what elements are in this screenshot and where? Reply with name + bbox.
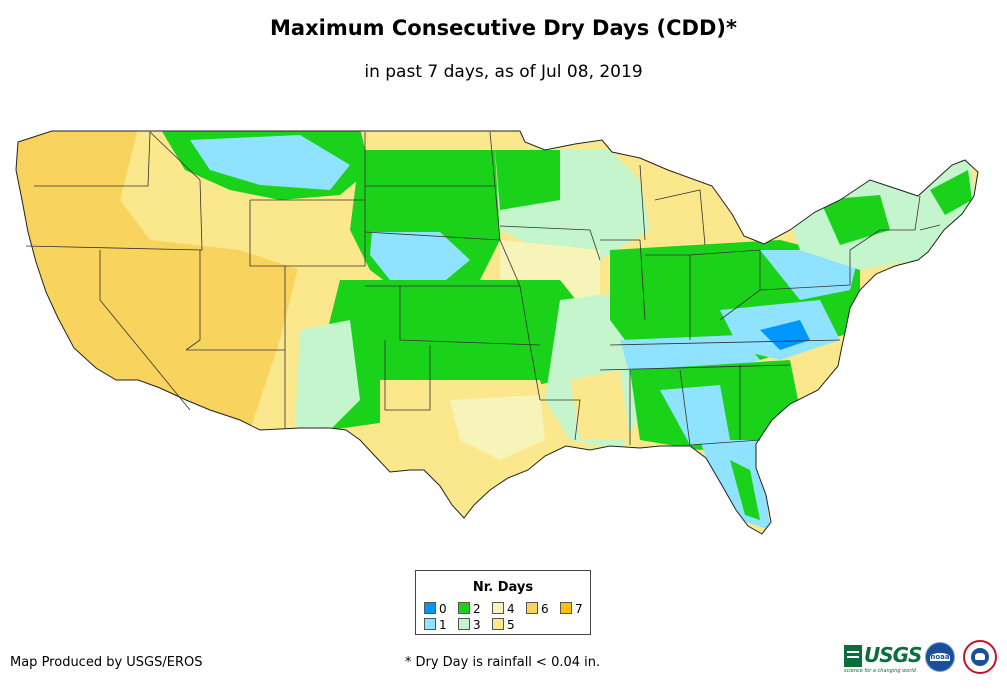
boundary-ms-al-ga bbox=[629, 365, 741, 446]
usgs-mark-icon bbox=[844, 645, 862, 667]
legend-label-3: 3 bbox=[473, 618, 481, 632]
legend-swatch-5 bbox=[492, 618, 504, 630]
boundary-ca-nv bbox=[99, 250, 191, 411]
boundary-tx-ok bbox=[384, 340, 431, 411]
legend-swatch-1 bbox=[424, 618, 436, 630]
legend-label-0: 0 bbox=[439, 602, 447, 616]
map-subtitle: in past 7 days, as of Jul 08, 2019 bbox=[364, 62, 643, 82]
legend-item-7: 7 bbox=[560, 602, 583, 616]
legend-item-3: 3 bbox=[458, 618, 481, 632]
dry-days-zones bbox=[16, 131, 978, 534]
legend-label-7: 7 bbox=[575, 602, 583, 616]
boundary-nv-ut bbox=[185, 250, 201, 351]
boundary-wa-or bbox=[34, 131, 151, 187]
boundary-mn-ia-mo bbox=[489, 131, 541, 401]
legend-item-5: 5 bbox=[492, 618, 515, 632]
boundary-ia-mn bbox=[499, 225, 601, 261]
legend-label-4: 4 bbox=[507, 602, 515, 616]
boundary-pa-ny bbox=[759, 229, 881, 291]
boundary-tn-south bbox=[599, 364, 791, 371]
boundary-oh-pa bbox=[689, 249, 761, 321]
boundary-sd-ne bbox=[364, 231, 501, 241]
zone-minnesota-2 bbox=[495, 150, 560, 210]
zone-florida-1 bbox=[700, 440, 770, 530]
nws-logo bbox=[963, 640, 997, 674]
boundary-ar-la bbox=[540, 399, 581, 441]
noaa-logo: noaa bbox=[925, 642, 955, 672]
zone-florida-2 bbox=[730, 460, 760, 520]
legend-item-2: 2 bbox=[458, 602, 481, 616]
boundary-fl bbox=[689, 439, 761, 446]
legend-swatch-2 bbox=[458, 602, 470, 614]
legend-item-0: 0 bbox=[424, 602, 447, 616]
zone-montana-1 bbox=[190, 135, 350, 190]
zone-east-texas-4 bbox=[450, 395, 545, 460]
legend-swatch-4 bbox=[492, 602, 504, 614]
dry-day-footnote: * Dry Day is rainfall < 0.04 in. bbox=[404, 655, 601, 670]
map-title: Maximum Consecutive Dry Days (CDD)* bbox=[270, 16, 737, 40]
legend: Nr. Days 0 1 2 3 4 5 6 7 bbox=[415, 570, 591, 635]
zone-maine-2 bbox=[930, 170, 972, 215]
legend-label-1: 1 bbox=[439, 618, 447, 632]
legend-swatch-6 bbox=[526, 602, 538, 614]
usgs-tagline: science for a changing world bbox=[844, 668, 916, 674]
zone-nebraska-1 bbox=[370, 232, 470, 285]
zone-newyork-2 bbox=[820, 195, 890, 245]
boundary-new-england bbox=[880, 195, 941, 231]
legend-title: Nr. Days bbox=[472, 580, 534, 595]
usgs-logo-text: USGS bbox=[864, 643, 922, 667]
boundary-ut-az-nm bbox=[249, 200, 286, 428]
zone-alabama-1 bbox=[660, 385, 730, 445]
zone-newmexico-3 bbox=[295, 320, 360, 430]
legend-item-4: 4 bbox=[492, 602, 515, 616]
state-boundaries bbox=[25, 131, 941, 446]
us-outline bbox=[15, 130, 979, 535]
legend-label-2: 2 bbox=[473, 602, 481, 616]
boundary-il-in bbox=[600, 239, 646, 321]
boundary-mt-wy-co bbox=[285, 132, 366, 267]
legend-label-6: 6 bbox=[541, 602, 549, 616]
boundary-or-id bbox=[25, 131, 203, 251]
zone-pennsylvania-1 bbox=[760, 250, 860, 300]
legend-swatch-3 bbox=[458, 618, 470, 630]
boundary-ks-ok bbox=[399, 286, 541, 346]
legend-item-6: 6 bbox=[526, 602, 549, 616]
noaa-logo-text: noaa bbox=[930, 653, 950, 661]
legend-label-5: 5 bbox=[507, 618, 515, 632]
usgs-logo: USGS science for a changing world bbox=[844, 643, 922, 674]
map-credit: Map Produced by USGS/EROS bbox=[10, 655, 203, 670]
boundary-michigan bbox=[639, 164, 706, 246]
zone-louisiana-5 bbox=[570, 370, 630, 440]
legend-swatch-0 bbox=[424, 602, 436, 614]
legend-item-1: 1 bbox=[424, 618, 447, 632]
legend-swatch-7 bbox=[560, 602, 572, 614]
boundary-tn-ky bbox=[609, 339, 841, 346]
zone-virginia-0 bbox=[760, 320, 810, 350]
